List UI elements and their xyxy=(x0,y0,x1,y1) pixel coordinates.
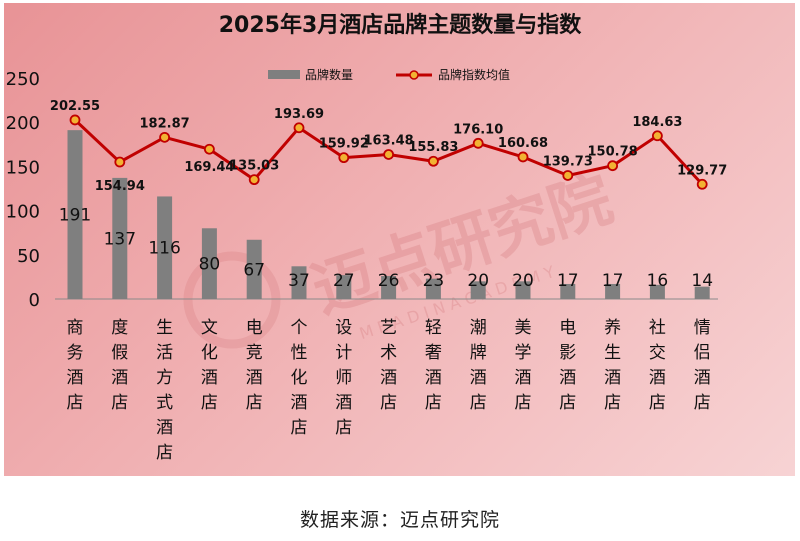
bar xyxy=(201,228,217,299)
bar-value-label: 16 xyxy=(647,271,669,291)
line-point xyxy=(562,170,574,181)
bar-value-label: 80 xyxy=(199,255,221,275)
legend-swatch-bar xyxy=(268,70,300,79)
x-category-label: 设计师酒店 xyxy=(335,318,352,438)
line-value-label: 159.92 xyxy=(319,137,369,152)
bar-value-label: 116 xyxy=(148,239,180,259)
bar xyxy=(381,276,397,299)
bar-value-label: 67 xyxy=(243,260,265,280)
bar-value-label: 20 xyxy=(512,271,534,291)
bar xyxy=(336,275,352,299)
line-value-label: 169.44 xyxy=(184,160,234,175)
x-category-label: 养生酒店 xyxy=(604,318,621,413)
bar xyxy=(112,177,128,299)
bar-value-label: 17 xyxy=(602,271,624,291)
bar xyxy=(425,278,441,299)
x-category-label: 电竞酒店 xyxy=(246,318,263,413)
bar xyxy=(694,286,710,299)
line-point xyxy=(293,122,305,134)
line-value-label: 150.78 xyxy=(588,145,638,160)
line-point xyxy=(383,149,395,160)
x-category-label: 轻奢酒店 xyxy=(425,318,442,413)
line-point xyxy=(696,178,708,190)
line-value-label: 160.68 xyxy=(498,136,548,151)
line-point xyxy=(159,131,171,143)
bar xyxy=(515,281,531,299)
line-value-label: 193.69 xyxy=(274,107,324,122)
x-category-label: 商务酒店 xyxy=(67,318,84,413)
bar xyxy=(649,284,665,299)
line-point xyxy=(427,155,439,167)
x-category-label: 社交酒店 xyxy=(649,318,666,413)
bar-value-label: 37 xyxy=(288,271,310,291)
bar-value-label: 14 xyxy=(691,271,713,291)
bar xyxy=(157,196,173,299)
line-point xyxy=(248,174,260,186)
line-value-label: 129.77 xyxy=(677,163,727,178)
line-point xyxy=(517,151,529,163)
y-tick-label: 250 xyxy=(6,69,40,90)
bar xyxy=(67,130,83,299)
legend-swatch-marker xyxy=(409,70,419,80)
bar-value-label: 20 xyxy=(467,271,489,291)
bar-value-label: 26 xyxy=(378,271,400,291)
x-category-label: 度假酒店 xyxy=(111,318,128,413)
y-tick-label: 200 xyxy=(6,113,40,134)
line-value-label: 176.10 xyxy=(453,122,503,137)
bar-value-label: 137 xyxy=(104,229,136,249)
bar xyxy=(246,239,262,299)
line-point xyxy=(338,152,350,164)
x-category-label: 文化酒店 xyxy=(201,318,218,413)
y-tick-label: 100 xyxy=(6,202,40,223)
bar xyxy=(605,283,621,299)
bar-value-label: 17 xyxy=(557,271,579,291)
bar-value-label: 27 xyxy=(333,271,355,291)
x-category-label: 美学酒店 xyxy=(515,318,532,413)
line-value-label: 135.03 xyxy=(229,159,279,174)
bar-value-label: 23 xyxy=(423,271,445,291)
watermark-logo-mark xyxy=(183,251,281,349)
y-tick-label: 0 xyxy=(29,290,40,311)
line-value-label: 154.94 xyxy=(95,179,145,194)
x-category-label: 生活方式酒店 xyxy=(156,318,173,463)
x-category-label: 潮牌酒店 xyxy=(470,318,487,413)
line-value-label: 163.48 xyxy=(364,133,414,148)
legend-label-bar: 品牌数量 xyxy=(305,67,353,82)
x-category-label: 电影酒店 xyxy=(559,318,576,413)
y-tick-label: 50 xyxy=(17,246,40,267)
source-note: 数据来源：迈点研究院 xyxy=(299,509,500,531)
legend-label-line: 品牌指数均值 xyxy=(438,67,510,82)
x-category-label: 个性化酒店 xyxy=(291,318,308,438)
y-tick-label: 150 xyxy=(6,157,40,178)
line-point xyxy=(114,156,126,168)
line-value-label: 184.63 xyxy=(632,115,682,130)
line-point xyxy=(203,143,215,155)
line-value-label: 155.83 xyxy=(408,140,458,155)
x-category-label: 情侣酒店 xyxy=(694,318,711,413)
line-point xyxy=(652,130,663,142)
line-value-label: 139.73 xyxy=(543,154,593,169)
plot-panel xyxy=(4,3,795,476)
x-category-label: 艺术酒店 xyxy=(380,318,397,413)
line-value-label: 202.55 xyxy=(50,99,100,114)
line-point xyxy=(69,114,81,126)
chart-title: 2025年3月酒店品牌主题数量与指数 xyxy=(219,12,583,38)
line-point xyxy=(607,160,618,172)
bar xyxy=(470,281,486,299)
line-value-label: 182.87 xyxy=(140,116,190,131)
line-point xyxy=(472,137,484,149)
bar xyxy=(291,266,307,299)
bar xyxy=(560,283,576,299)
bar-value-label: 191 xyxy=(59,206,91,226)
